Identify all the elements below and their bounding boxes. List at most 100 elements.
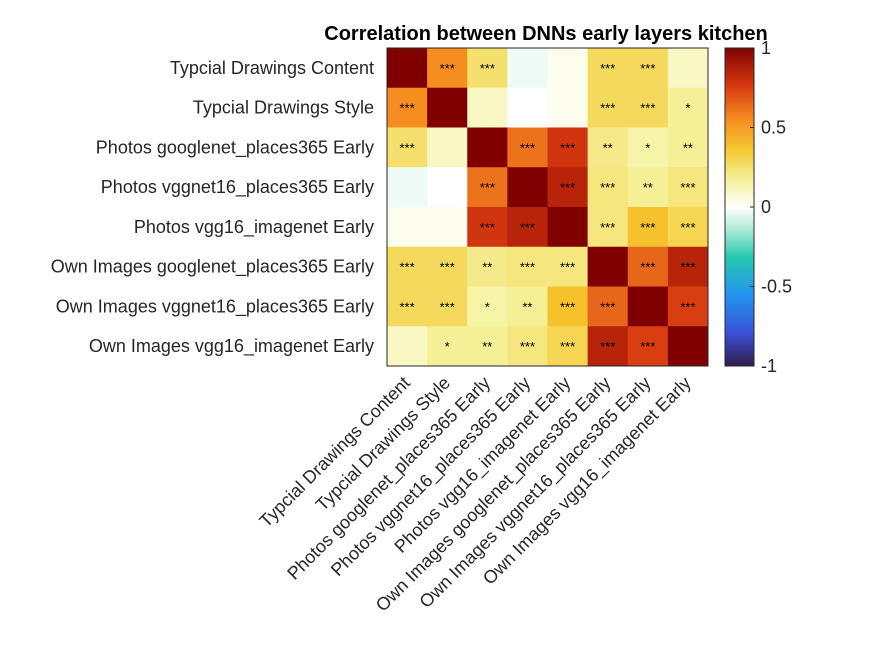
significance-label: *** (600, 339, 615, 354)
heatmap-cell (467, 87, 508, 128)
heatmap-cell (667, 127, 709, 168)
significance-label: * (645, 140, 650, 155)
heatmap-cell (667, 286, 709, 327)
heatmap-cell (587, 207, 629, 248)
significance-label: *** (560, 260, 575, 275)
significance-markers: *** *** *** ****** *** *** **** *** *** ** * ***** *… (399, 61, 695, 354)
chart-title: Correlation between DNNs early layers ki… (324, 23, 768, 45)
heatmap-cell (387, 48, 428, 89)
heatmap-cell (427, 167, 468, 208)
y-tick-label: Own Images googlenet_places365 Early (51, 257, 374, 278)
significance-label: *** (560, 339, 575, 354)
significance-label: *** (440, 299, 455, 314)
heatmap-cell (507, 207, 548, 248)
heatmap-cell (467, 246, 508, 287)
y-tick-label: Typcial Drawings Content (170, 58, 374, 78)
heatmap-cell (627, 167, 669, 208)
significance-label: *** (680, 260, 695, 275)
significance-label: *** (480, 220, 495, 235)
heatmap-cell (467, 286, 508, 327)
colorbar (724, 47, 755, 367)
significance-label: *** (560, 140, 575, 155)
heatmap-cell (627, 87, 669, 128)
colorbar-tick-label: -1 (761, 356, 777, 376)
colorbar-tick-label: 0.5 (761, 118, 786, 138)
colorbar-tick-label: -0.5 (761, 277, 792, 297)
heatmap-cell (507, 87, 548, 128)
significance-label: *** (640, 61, 655, 76)
significance-label: *** (560, 180, 575, 195)
heatmap-cell (587, 326, 629, 367)
heatmap-cell (627, 326, 669, 367)
heatmap-cell (627, 286, 669, 327)
significance-label: *** (600, 61, 615, 76)
significance-label: *** (520, 220, 535, 235)
heatmap-cell (507, 246, 548, 287)
y-tick-label: Own Images vggnet16_places365 Early (56, 296, 374, 317)
significance-label: *** (440, 260, 455, 275)
significance-label: *** (520, 260, 535, 275)
heatmap-cell (587, 48, 629, 89)
heatmap-cell (627, 48, 669, 89)
heatmap-cell (427, 87, 468, 128)
significance-label: *** (399, 101, 414, 116)
heatmap-cell (547, 207, 589, 248)
significance-label: *** (600, 220, 615, 235)
heatmap-cell (427, 286, 468, 327)
y-axis-labels: Typcial Drawings Content Typcial Drawings… (51, 58, 374, 357)
significance-label: *** (399, 299, 414, 314)
heatmap-cell (627, 127, 669, 168)
heatmap-cell (427, 127, 468, 168)
heatmap-cell (667, 326, 709, 367)
colorbar-tick-label: 1 (761, 38, 771, 58)
significance-label: *** (640, 220, 655, 235)
heatmap-cell (507, 326, 548, 367)
heatmap-cell (547, 127, 589, 168)
heatmap-cell (507, 167, 548, 208)
significance-label: ** (683, 140, 693, 155)
heatmap-cell (587, 167, 629, 208)
colorbar-ticks: 1 0.5 0 -0.5 -1 (750, 38, 792, 376)
significance-label: *** (680, 220, 695, 235)
heatmap-cell (587, 286, 629, 327)
heatmap-cell (507, 48, 548, 89)
heatmap-cell (667, 87, 709, 128)
heatmap-cell (387, 286, 428, 327)
significance-label: *** (480, 180, 495, 195)
heatmap-cell (587, 87, 629, 128)
significance-label: *** (600, 180, 615, 195)
significance-label: *** (560, 299, 575, 314)
heatmap-frame (386, 47, 709, 367)
heatmap-cell (427, 48, 468, 89)
significance-label: * (685, 101, 690, 116)
heatmap-cell (387, 326, 428, 367)
significance-label: *** (399, 140, 414, 155)
significance-label: *** (399, 260, 414, 275)
heatmap-cell (667, 48, 709, 89)
heatmap-cell (427, 246, 468, 287)
heatmap-cell (667, 167, 709, 208)
y-tick-label: Typcial Drawings Style (193, 98, 374, 118)
heatmap-cell (467, 48, 508, 89)
heatmap-cell (427, 207, 468, 248)
significance-label: ** (482, 339, 492, 354)
significance-label: *** (640, 101, 655, 116)
heatmap-cell (627, 246, 669, 287)
heatmap-cell (467, 326, 508, 367)
significance-label: ** (603, 140, 613, 155)
significance-label: ** (522, 299, 532, 314)
heatmap-cell (387, 87, 428, 128)
y-tick-label: Photos vggnet16_places365 Early (101, 177, 374, 198)
heatmap-cell (387, 167, 428, 208)
heatmap-cell (547, 167, 589, 208)
heatmap-cell (587, 127, 629, 168)
heatmap-cell (387, 207, 428, 248)
heatmap-cell (467, 207, 508, 248)
heatmap-cell (667, 246, 709, 287)
y-tick-label: Photos vgg16_imagenet Early (134, 217, 374, 238)
significance-label: *** (600, 101, 615, 116)
significance-label: *** (640, 339, 655, 354)
significance-label: *** (640, 260, 655, 275)
